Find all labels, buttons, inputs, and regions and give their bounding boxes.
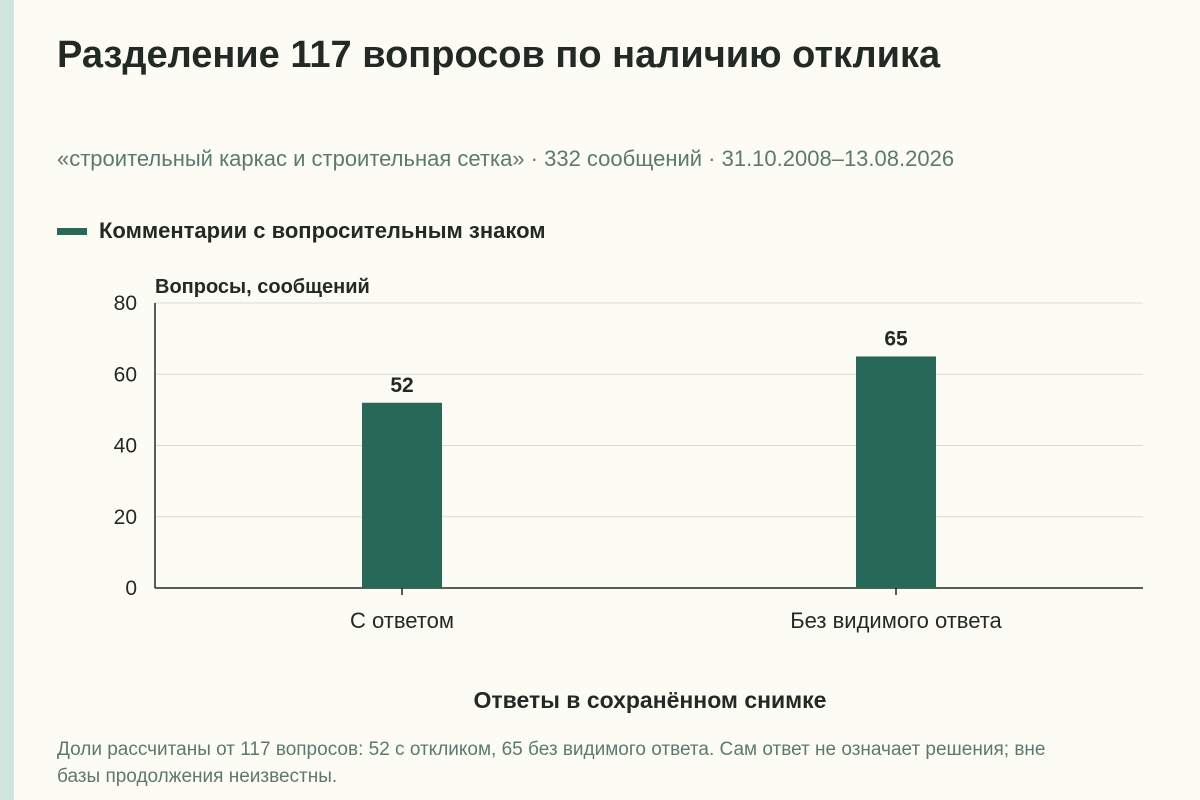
x-tick-label: С ответом [350, 608, 454, 633]
data-label: 52 [390, 374, 413, 397]
y-axis-label: Вопросы, сообщений [155, 276, 370, 298]
legend-label: Комментарии с вопросительным знаком [99, 218, 546, 243]
y-tick-label: 80 [114, 292, 137, 315]
y-tick-label: 60 [114, 363, 137, 386]
legend: Комментарии с вопросительным знаком [57, 218, 546, 244]
x-tick-label: Без видимого ответа [790, 608, 1002, 633]
data-label: 65 [884, 327, 908, 350]
legend-swatch [57, 227, 87, 235]
chart-title: Разделение 117 вопросов по наличию откли… [57, 34, 941, 76]
footnote: Доли рассчитаны от 117 вопросов: 52 с от… [57, 739, 1046, 787]
left-accent-strip [0, 0, 14, 800]
y-tick-label: 20 [114, 506, 137, 529]
bar [856, 356, 936, 588]
y-tick-label: 0 [125, 577, 137, 600]
x-axis-label: Ответы в сохранённом снимке [474, 687, 827, 713]
y-tick-label: 40 [114, 435, 137, 458]
chart-subtitle: «строительный каркас и строительная сетк… [57, 146, 955, 171]
bar [362, 402, 442, 588]
